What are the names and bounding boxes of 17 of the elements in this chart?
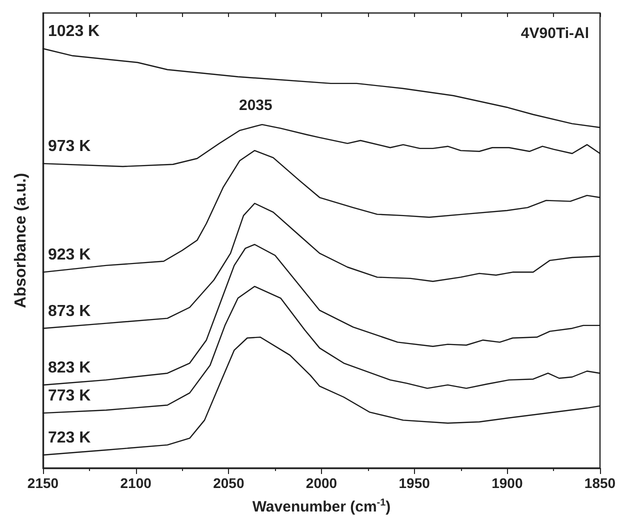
- series-label: 873 K: [48, 302, 92, 320]
- series-label: 773 K: [48, 388, 92, 405]
- legend-label: 1023 K: [48, 23, 100, 40]
- series-label: 723 K: [48, 430, 92, 446]
- annotation: 2035: [239, 97, 272, 114]
- series-label: 923 K: [48, 246, 92, 264]
- x-tick-label: 2050: [213, 475, 244, 491]
- x-tick-label: 2100: [120, 475, 152, 491]
- x-tick-label: 1950: [398, 475, 430, 491]
- x-tick-label: 2150: [27, 475, 59, 491]
- series-label: 973 K: [48, 138, 92, 156]
- x-tick-label: 1900: [492, 475, 523, 491]
- x-tick-label: 1850: [584, 475, 616, 491]
- x-tick-label: 2000: [306, 475, 338, 491]
- text: 4V90Ti-Al: [520, 25, 590, 42]
- y-axis-title: Absorbance (a.u.): [12, 172, 30, 308]
- series-label: 823 K: [48, 359, 92, 376]
